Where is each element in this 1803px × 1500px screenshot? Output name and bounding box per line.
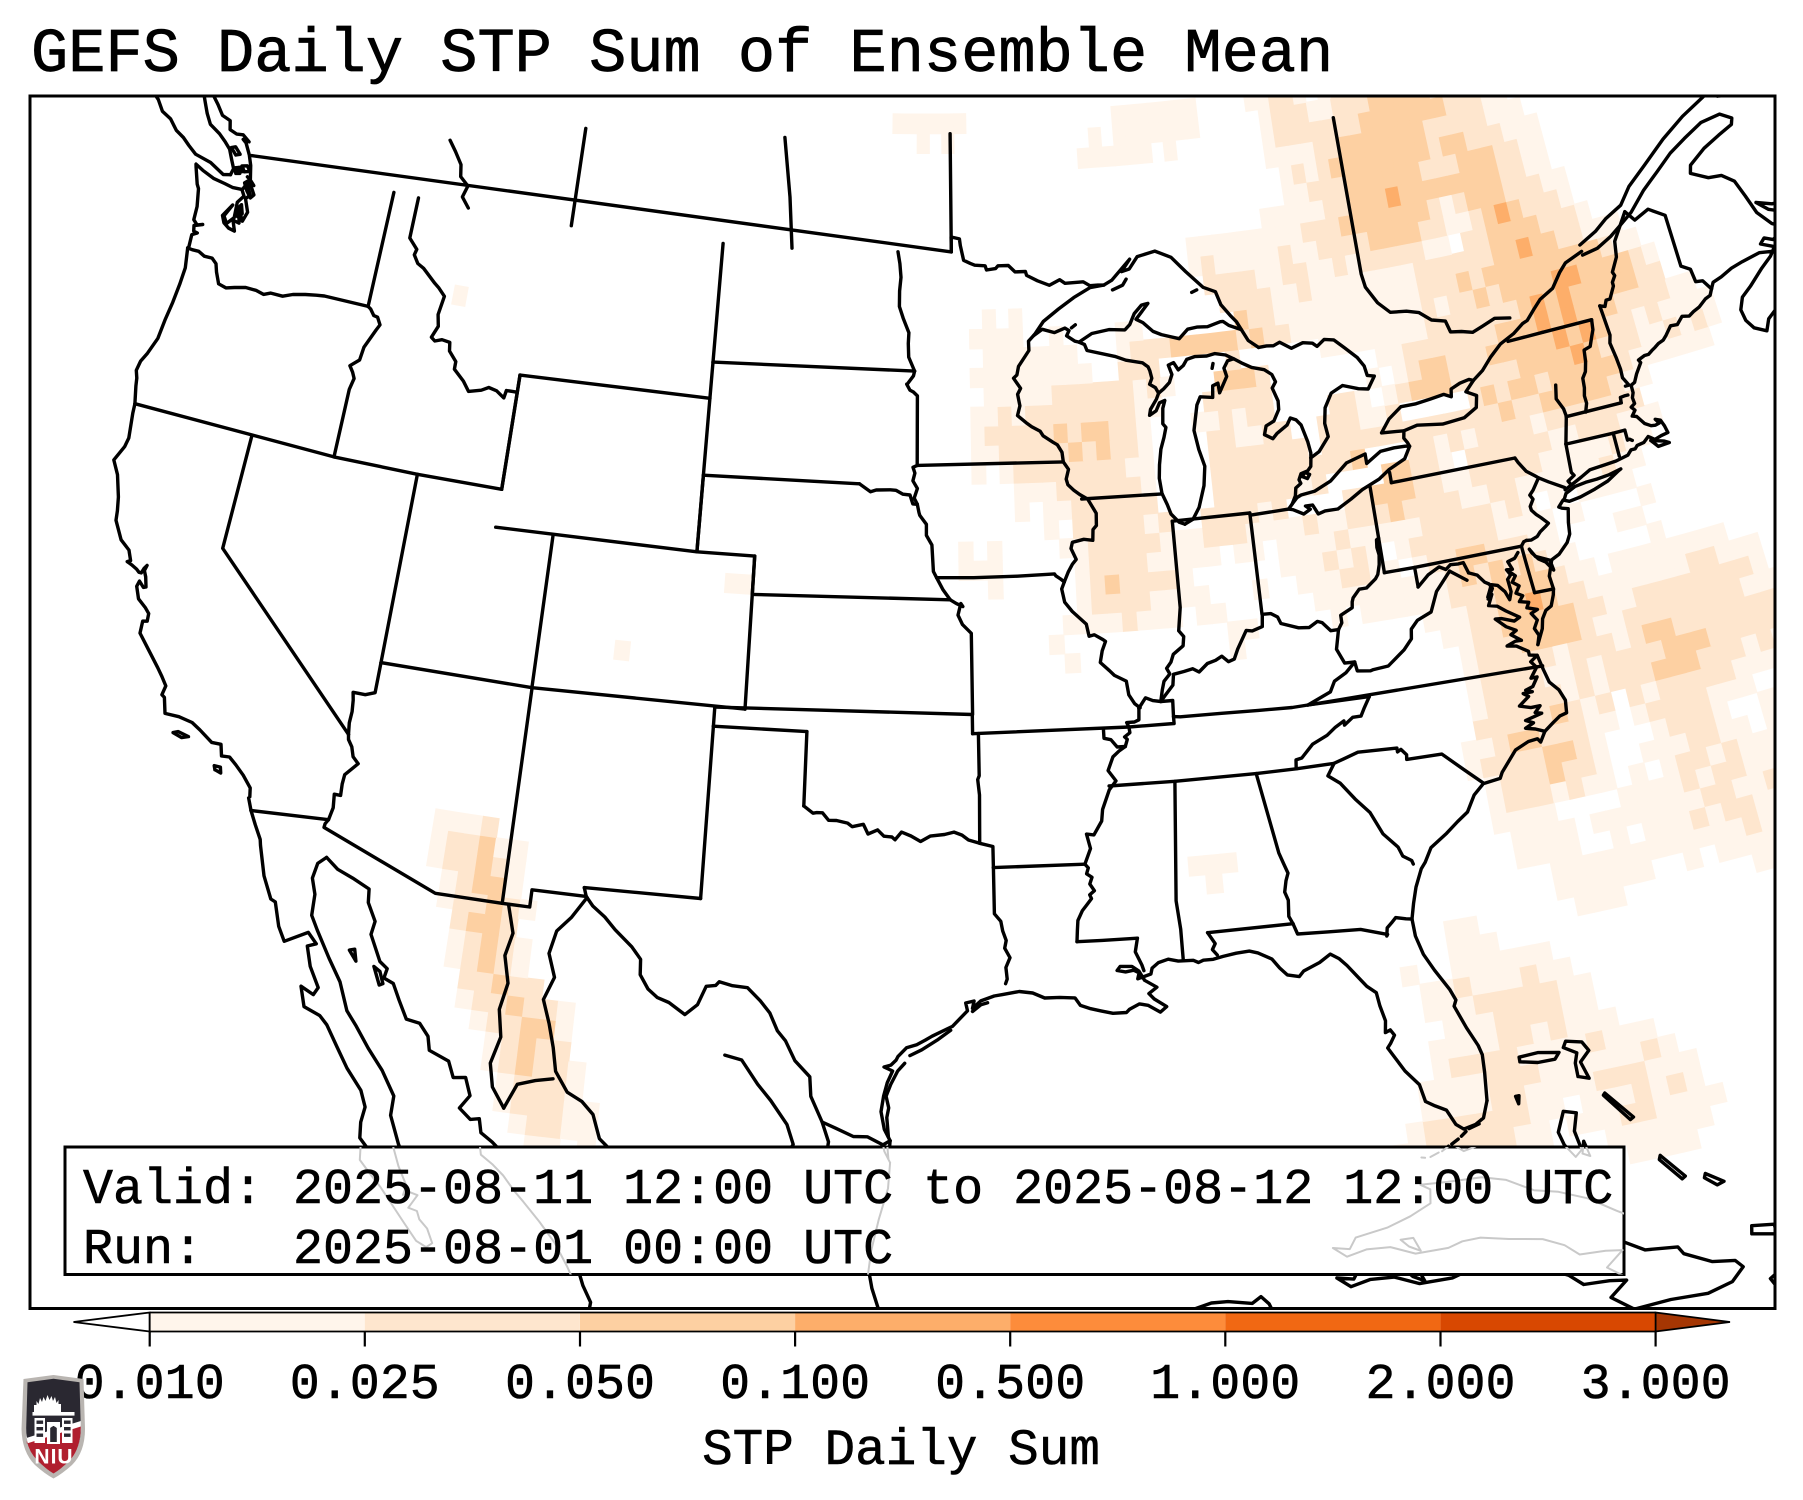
svg-text:GEFS Daily STP Sum of Ensemble: GEFS Daily STP Sum of Ensemble Mean [31, 19, 1333, 90]
svg-text:NIU: NIU [34, 1446, 73, 1469]
svg-text:3.000: 3.000 [1581, 1357, 1731, 1414]
svg-text:0.010: 0.010 [75, 1357, 225, 1414]
svg-text:2.000: 2.000 [1365, 1357, 1515, 1414]
svg-text:0.050: 0.050 [505, 1357, 655, 1414]
svg-text:STP Daily Sum: STP Daily Sum [702, 1423, 1100, 1480]
svg-text:0.025: 0.025 [290, 1357, 440, 1414]
svg-text:1.000: 1.000 [1150, 1357, 1300, 1414]
svg-text:Run: 2025-08-01 00:00 UTC: Run: 2025-08-01 00:00 UTC [83, 1222, 893, 1279]
svg-text:Valid: 2025-08-11 12:00 UTC to: Valid: 2025-08-11 12:00 UTC to 2025-08-1… [83, 1162, 1613, 1219]
svg-text:0.100: 0.100 [720, 1357, 870, 1414]
svg-text:0.500: 0.500 [935, 1357, 1085, 1414]
